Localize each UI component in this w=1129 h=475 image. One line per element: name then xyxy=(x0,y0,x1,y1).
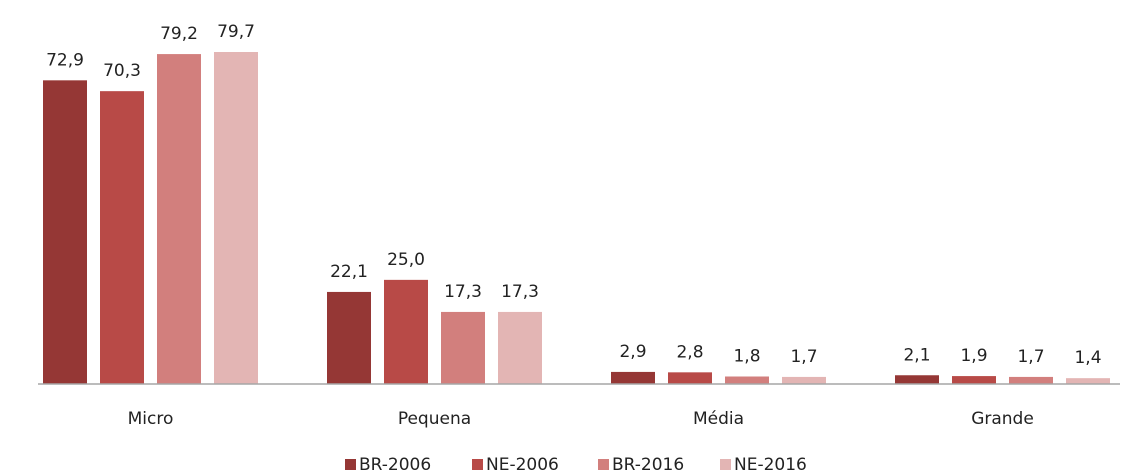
category-labels-group: Micro Pequena Média Grande xyxy=(128,409,1034,429)
legend-swatch xyxy=(472,459,483,470)
bar-br-2016-grande xyxy=(1009,376,1053,384)
bar-ne-2016-micro xyxy=(214,52,258,384)
value-label: 2,8 xyxy=(676,342,703,362)
bar-ne-2016-grande xyxy=(1066,378,1110,384)
value-label: 79,2 xyxy=(160,24,198,44)
value-label: 70,3 xyxy=(103,61,141,81)
legend-label: BR-2006 xyxy=(359,455,431,475)
value-label: 1,8 xyxy=(733,347,760,367)
value-label: 17,3 xyxy=(501,282,539,302)
bar-ne-2006-média xyxy=(668,372,712,384)
bar-ne-2016-média xyxy=(782,376,826,384)
bar-br-2006-média xyxy=(611,371,655,384)
bar-br-2016-pequena xyxy=(441,311,485,384)
legend-swatch xyxy=(720,459,731,470)
bar-br-2016-micro xyxy=(157,54,201,384)
value-label: 17,3 xyxy=(444,282,482,302)
value-label: 25,0 xyxy=(387,250,425,270)
value-label: 1,9 xyxy=(960,346,987,366)
legend-swatch xyxy=(345,459,356,470)
bar-ne-2006-pequena xyxy=(384,279,428,384)
value-labels-group: 72,9 70,3 79,2 79,7 22,1 25,0 17,3 17,3 2,9 2,8 1,… xyxy=(46,22,1101,368)
bars-group xyxy=(43,52,1110,385)
bar-br-2006-grande xyxy=(895,375,939,384)
category-label: Grande xyxy=(971,409,1034,429)
bar-ne-2006-micro xyxy=(100,91,144,385)
category-label: Pequena xyxy=(398,409,471,429)
legend-label: NE-2016 xyxy=(734,455,807,475)
value-label: 72,9 xyxy=(46,50,84,70)
value-label: 2,1 xyxy=(903,345,930,365)
category-label: Média xyxy=(693,409,744,429)
bar-br-2006-pequena xyxy=(327,291,371,384)
legend-swatch xyxy=(598,459,609,470)
bar-ne-2016-pequena xyxy=(498,311,542,384)
legend-label: NE-2006 xyxy=(486,455,559,475)
legend: BR-2006 NE-2006 BR-2016 NE-2016 xyxy=(345,455,807,475)
bar-br-2016-média xyxy=(725,376,769,384)
value-label: 1,7 xyxy=(1017,347,1044,367)
bar-br-2006-micro xyxy=(43,80,87,384)
value-label: 22,1 xyxy=(330,262,368,282)
value-label: 1,7 xyxy=(790,347,817,367)
value-label: 1,4 xyxy=(1074,348,1101,368)
value-label: 2,9 xyxy=(619,342,646,362)
value-label: 79,7 xyxy=(217,22,255,42)
legend-label: BR-2016 xyxy=(612,455,684,475)
bar-ne-2006-grande xyxy=(952,376,996,384)
category-label: Micro xyxy=(128,409,174,429)
